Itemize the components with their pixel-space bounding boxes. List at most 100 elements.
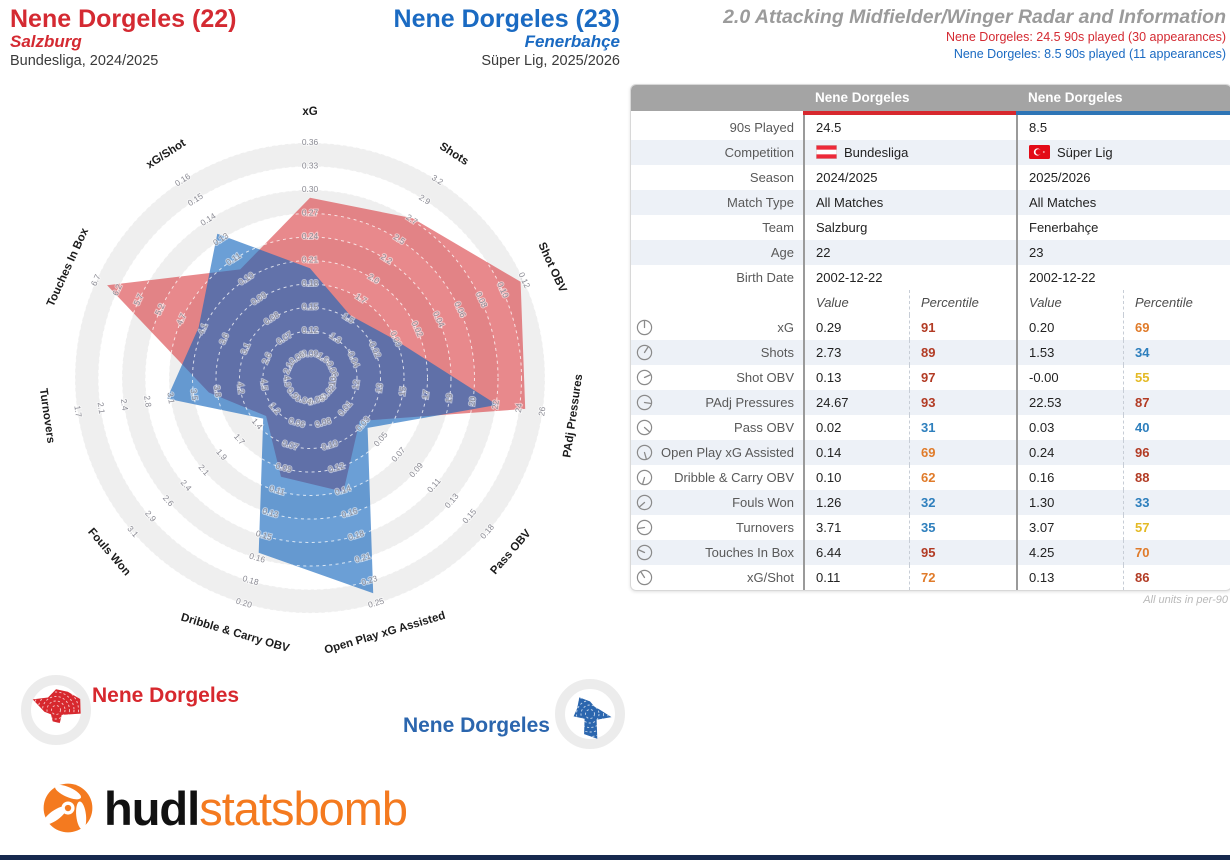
player-b-percentile: 96	[1123, 440, 1230, 465]
logo-hudl-text: hudl	[104, 781, 200, 835]
player-a-percentile: 97	[909, 365, 1016, 390]
player-b-value: 0.03	[1016, 415, 1123, 440]
radar-axis-label: Touches In Box	[45, 226, 91, 309]
row-label: Shots	[631, 340, 803, 365]
player-a-info-value: Bundesliga	[803, 140, 1016, 165]
table-row: Birth Date 2002-12-22 2002-12-22	[631, 265, 1230, 290]
player-a-percentile: 95	[909, 540, 1016, 565]
player-a-value: 0.11	[803, 565, 909, 590]
legend-b-label: Nene Dorgeles	[402, 714, 550, 737]
radar-tick-label: 0.18	[302, 278, 319, 288]
subheader-percentile: Percentile	[1123, 290, 1230, 315]
player-b-value: 0.24	[1016, 440, 1123, 465]
radar-ring	[192, 260, 428, 496]
player-a-percentile: 35	[909, 515, 1016, 540]
radar-tick-label: 19	[443, 392, 454, 403]
radar-ring	[168, 236, 452, 520]
radar-ring	[74, 142, 546, 614]
table-header-row: Nene Dorgeles Nene Dorgeles	[631, 85, 1230, 111]
player-a-info-value: 2024/2025	[803, 165, 1016, 190]
player-b-percentile: 87	[1123, 390, 1230, 415]
row-label: Team	[762, 220, 794, 235]
player-a-percentile: 62	[909, 465, 1016, 490]
player-a-value: 3.71	[803, 515, 909, 540]
legend-blob-backdrop-ring	[21, 675, 91, 745]
radar-axis-label: Shot OBV	[535, 241, 568, 295]
radar-tick-label: 0.36	[302, 137, 319, 147]
bottom-accent-bar	[0, 855, 1230, 860]
radar-tick-label: 2.4	[119, 398, 131, 411]
austria-flag-icon	[816, 145, 837, 159]
radar-tick-label: 20	[466, 396, 477, 407]
radar-tick-label: 17	[420, 389, 431, 400]
radar-tick-label: 22	[490, 399, 501, 410]
radar-tick-label: 4.5	[258, 378, 270, 391]
radar-tick-label: 0.11	[268, 483, 286, 497]
player-a-percentile: 32	[909, 490, 1016, 515]
player-b-value: 3.07	[1016, 515, 1123, 540]
row-label: PAdj Pressures	[631, 390, 803, 415]
table-row: Dribble & Carry OBV 0.10 62 0.16 88	[631, 465, 1230, 490]
hudl-swirl-icon	[43, 783, 93, 833]
radar-tick-label: 0.23	[360, 573, 379, 587]
table-row: Match Type All Matches All Matches	[631, 190, 1230, 215]
units-footnote: All units in per-90	[1143, 594, 1228, 606]
player-a-info-value: Salzburg	[803, 215, 1016, 240]
legend-blob-backdrop-ring	[555, 679, 625, 749]
player-a-value: 0.29	[803, 315, 909, 340]
player-b-info-value: 2002-12-22	[1016, 265, 1230, 290]
radar-ring	[262, 330, 358, 426]
row-label: Age	[770, 245, 794, 260]
row-label: Season	[749, 170, 794, 185]
radar-tick-label: 0.15	[302, 302, 319, 312]
row-label: Competition	[724, 145, 794, 160]
player-a-team: Salzburg	[10, 32, 82, 52]
table-row: Season 2024/2025 2025/2026	[631, 165, 1230, 190]
player-b-value: -0.00	[1016, 365, 1123, 390]
radar-tick-label: 4.9	[282, 375, 294, 388]
player-a-value: 0.10	[803, 465, 909, 490]
player-b-percentile: 34	[1123, 340, 1230, 365]
player-a-header: Nene Dorgeles (22) Salzburg Bundesliga, …	[10, 6, 236, 70]
subheader-value: Value	[803, 290, 909, 315]
player-a-percentile: 93	[909, 390, 1016, 415]
radar-tick-label: 24	[513, 402, 524, 413]
player-b-value: 1.53	[1016, 340, 1123, 365]
radar-ring	[286, 354, 334, 402]
radar-tick-label: 12	[350, 379, 361, 390]
player-b-team: Fenerbahçe	[524, 32, 620, 52]
player-a-value: 24.67	[803, 390, 909, 415]
player-a-column-header: Nene Dorgeles	[815, 90, 910, 105]
radar-tick-label: 3.1	[165, 391, 177, 404]
radar-axis-label: PAdj Pressures	[561, 373, 585, 458]
player-b-header: Nene Dorgeles (23) Fenerbahçe Süper Lig,…	[394, 6, 620, 70]
row-label: Dribble & Carry OBV	[631, 465, 803, 490]
row-label: Pass OBV	[631, 415, 803, 440]
radar-axis-position-clock-icon	[636, 394, 653, 411]
legend-a-label: Nene Dorgeles	[92, 684, 240, 707]
subheader-spacer	[631, 290, 803, 315]
radar-axis-label: xG/Shot	[144, 137, 188, 171]
radar-chart: 0.09 0.12 0.15 0.18 0.21 0.24 0.27 0.30 0.33 0.36…	[0, 88, 630, 673]
player-a-percentile: 31	[909, 415, 1016, 440]
player-b-competition: Süper Lig, 2025/2026	[481, 52, 620, 69]
subheader-value: Value	[1016, 290, 1123, 315]
player-b-value: 0.16	[1016, 465, 1123, 490]
table-row: Shots 2.73 89 1.53 34	[631, 340, 1230, 365]
hudl-statsbomb-logo: hudl statsbomb	[38, 778, 408, 838]
table-body: 90s Played 24.5 8.5 Competition Bundesliga …	[631, 115, 1230, 590]
table-subheader-row: Value Percentile Value Percentile	[631, 290, 1230, 315]
radar-tick-label: 0.24	[302, 231, 319, 241]
report-header: 2.0 Attacking Midfielder/Winger Radar an…	[723, 6, 1226, 62]
player-a-competition: Bundesliga, 2024/2025	[10, 52, 159, 69]
player-a-value: 2.73	[803, 340, 909, 365]
radar-axis-position-clock-icon	[636, 519, 653, 536]
player-b-percentile: 86	[1123, 565, 1230, 590]
player-a-value: 0.02	[803, 415, 909, 440]
row-label: Turnovers	[631, 515, 803, 540]
player-b-info-value: 8.5	[1016, 115, 1230, 140]
table-row: PAdj Pressures 24.67 93 22.53 87	[631, 390, 1230, 415]
player-b-percentile: 40	[1123, 415, 1230, 440]
radar-tick-label: 2.1	[96, 402, 108, 415]
player-b-info-value: 23	[1016, 240, 1230, 265]
